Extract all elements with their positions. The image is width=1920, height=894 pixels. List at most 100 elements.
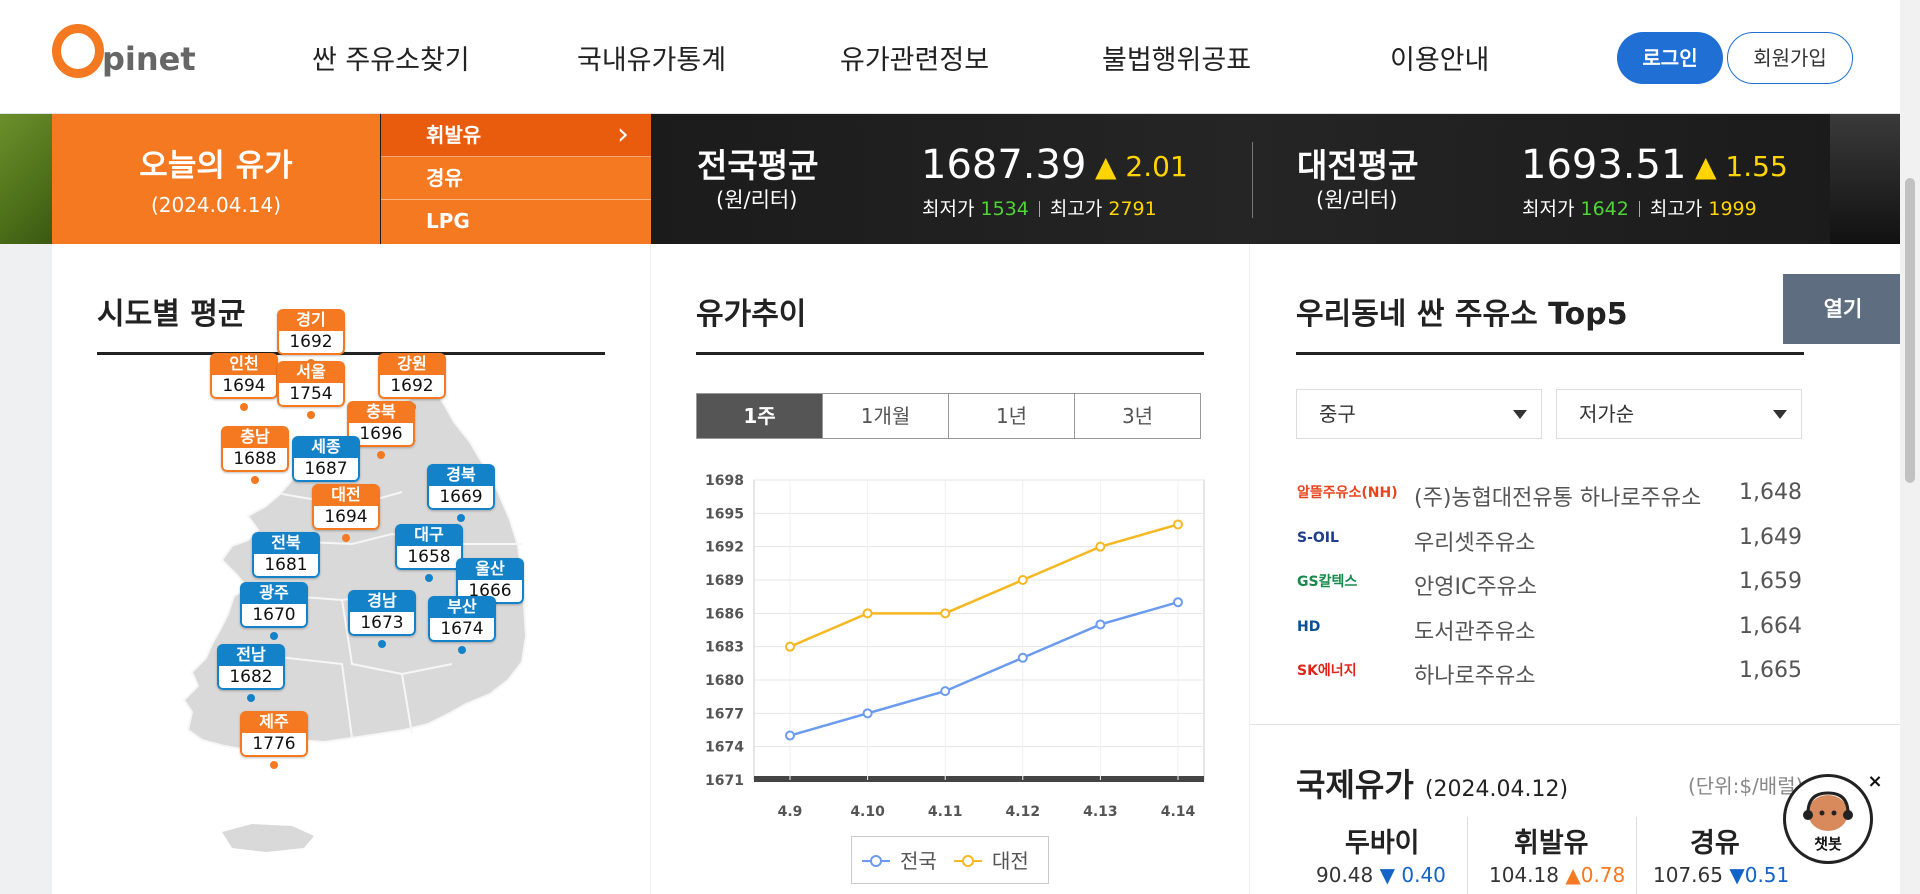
series-point [1017, 652, 1028, 663]
tab-1week[interactable]: 1주 [697, 394, 823, 438]
sort-select[interactable]: 저가순 [1556, 389, 1802, 439]
x-tick-label: 4.14 [1161, 804, 1196, 820]
region-pin-광주[interactable]: 광주 1670 [240, 582, 308, 628]
region-pin-울산[interactable]: 울산 1666 [456, 558, 524, 604]
legend-marker-daejeon [962, 855, 974, 867]
region-pin-부산[interactable]: 부산 1674 [428, 596, 496, 642]
region-pin-value: 1669 [427, 486, 495, 510]
chevron-down-icon [1773, 410, 1787, 419]
fuel-tab-label: 휘발유 [426, 123, 482, 147]
scrollbar-thumb[interactable] [1905, 178, 1915, 483]
legend-svg: 전국 대전 [862, 849, 1029, 873]
intl-delta: ▲0.78 [1565, 863, 1626, 887]
region-dot [251, 476, 259, 484]
nav-domestic-stats[interactable]: 국내유가통계 [577, 45, 727, 76]
station-row[interactable]: S-OIL 우리셋주유소 1,649 [1297, 517, 1802, 561]
region-pin-충북[interactable]: 충북 1696 [347, 401, 415, 447]
x-tick-label: 4.10 [850, 804, 885, 820]
legend-marker-national [870, 855, 882, 867]
region-pin-대구[interactable]: 대구 1658 [395, 524, 463, 570]
brand-logo-icon: 알뜰주유소(NH) [1297, 485, 1398, 501]
signup-button[interactable]: 회원가입 [1727, 32, 1853, 84]
region-pin-name: 제주 [240, 711, 308, 733]
tab-1month[interactable]: 1개월 [823, 394, 949, 438]
region-pin-제주[interactable]: 제주 1776 [240, 711, 308, 757]
station-row[interactable]: 알뜰주유소(NH) (주)농협대전유통 하나로주유소 1,648 [1297, 472, 1802, 516]
y-tick-label: 1686 [705, 606, 744, 622]
today-title: 오늘의 유가 [139, 148, 293, 184]
nav-price-info[interactable]: 유가관련정보 [840, 45, 990, 76]
region-pin-강원[interactable]: 강원 1692 [378, 353, 446, 399]
trend-chart: 1698 1695 1692 1689 1686 1683 1680 1677 1674 1671… [705, 473, 1205, 820]
region-pin-충남[interactable]: 충남 1688 [221, 426, 289, 472]
station-name[interactable]: 하나로주유소 [1414, 664, 1536, 689]
nav-cheap-station[interactable]: 싼 주유소찾기 [312, 45, 470, 76]
price-band: 오늘의 유가 (2024.04.14) 휘발유 › 경유 LPG 전국평균 (원… [0, 114, 1900, 244]
nav-guide[interactable]: 이용안내 [1390, 45, 1490, 76]
district-select[interactable]: 중구 [1296, 389, 1542, 439]
local-delta: ▲ 1.55 [1695, 150, 1788, 183]
local-max: 1999 [1708, 198, 1757, 220]
band-divider [1252, 142, 1253, 218]
chevron-down-icon [1513, 410, 1527, 419]
region-pin-전남[interactable]: 전남 1682 [217, 644, 285, 690]
y-tick-label: 1680 [705, 673, 744, 689]
station-row[interactable]: HD 도서관주유소 1,664 [1297, 606, 1802, 650]
region-pin-경남[interactable]: 경남 1673 [348, 590, 416, 636]
tab-3years[interactable]: 3년 [1075, 394, 1200, 438]
national-max: 2791 [1108, 198, 1157, 220]
series-line-0 [789, 601, 1179, 737]
region-pin-서울[interactable]: 서울 1754 [277, 361, 345, 407]
opinet-logo[interactable]: pinet [52, 24, 202, 84]
station-price: 1,649 [1739, 524, 1802, 550]
region-panel: 시도별 평균 경기 1692 인천 1694 서울 1754 강원 1692 충북 1696 충남 1… [52, 244, 650, 894]
divider [1038, 201, 1040, 217]
station-name[interactable]: 도서관주유소 [1414, 619, 1536, 645]
max-label: 최고가 [1049, 198, 1103, 220]
station-row[interactable]: SK에너지 하나로주유소 1,665 [1297, 650, 1802, 694]
region-pin-name: 대전 [312, 484, 380, 506]
brand-logo-icon: GS칼텍스 [1297, 574, 1358, 590]
divider [1638, 201, 1640, 217]
region-pin-세종[interactable]: 세종 1687 [292, 436, 360, 482]
station-name[interactable]: (주)농협대전유통 하나로주유소 [1414, 486, 1702, 511]
region-pin-대전[interactable]: 대전 1694 [312, 484, 380, 530]
intl-unit: (단위:$/배럴) [1688, 774, 1804, 798]
station-row[interactable]: GS칼텍스 안영IC주유소 1,659 [1297, 561, 1802, 605]
fuel-tab-diesel[interactable]: 경유 [381, 157, 651, 200]
region-pin-전북[interactable]: 전북 1681 [252, 532, 320, 578]
local-average: 대전평균 (원/리터) 1693.51 ▲ 1.55 최저가 1642 최고가 1… [1252, 114, 1830, 244]
login-button[interactable]: 로그인 [1617, 32, 1723, 84]
open-button[interactable]: 열기 [1783, 274, 1903, 344]
region-title: 시도별 평균 [97, 297, 246, 332]
chatbot-close-icon[interactable]: × [1864, 771, 1886, 793]
series-point [940, 608, 951, 619]
national-price: 1687.39 [921, 142, 1087, 188]
nav-violations[interactable]: 불법행위공표 [1102, 45, 1252, 76]
chevron-right-icon: › [617, 117, 629, 152]
tab-1year[interactable]: 1년 [949, 394, 1075, 438]
fuel-tab-lpg[interactable]: LPG [381, 200, 651, 243]
region-pin-경기[interactable]: 경기 1692 [277, 309, 345, 355]
chatbot-label: 챗봇 [1814, 835, 1842, 853]
series-point [1173, 597, 1183, 608]
x-tick-label: 4.13 [1083, 804, 1118, 820]
brand-logo-icon: HD [1297, 618, 1321, 635]
fuel-tab-gasoline[interactable]: 휘발유 › [381, 114, 651, 157]
y-tick-label: 1689 [705, 573, 744, 589]
region-pin-경북[interactable]: 경북 1669 [427, 464, 495, 510]
local-unit: (원/리터) [1316, 188, 1398, 212]
station-name[interactable]: 우리셋주유소 [1414, 530, 1536, 556]
national-label: 전국평균 [697, 146, 819, 185]
region-dot [247, 694, 255, 702]
fuel-tab-label: LPG [426, 209, 470, 233]
y-tick-label: 1698 [705, 473, 744, 489]
station-name[interactable]: 안영IC주유소 [1414, 575, 1538, 600]
region-pin-인천[interactable]: 인천 1694 [210, 353, 278, 399]
series-point [862, 708, 873, 719]
top5-title: 우리동네 싼 주유소 Top5 [1296, 297, 1628, 332]
region-dot [458, 646, 466, 654]
min-label: 최저가 [1522, 198, 1575, 220]
jeju-island-shape [222, 824, 314, 852]
chatbot-button[interactable]: 챗봇 [1783, 774, 1873, 864]
